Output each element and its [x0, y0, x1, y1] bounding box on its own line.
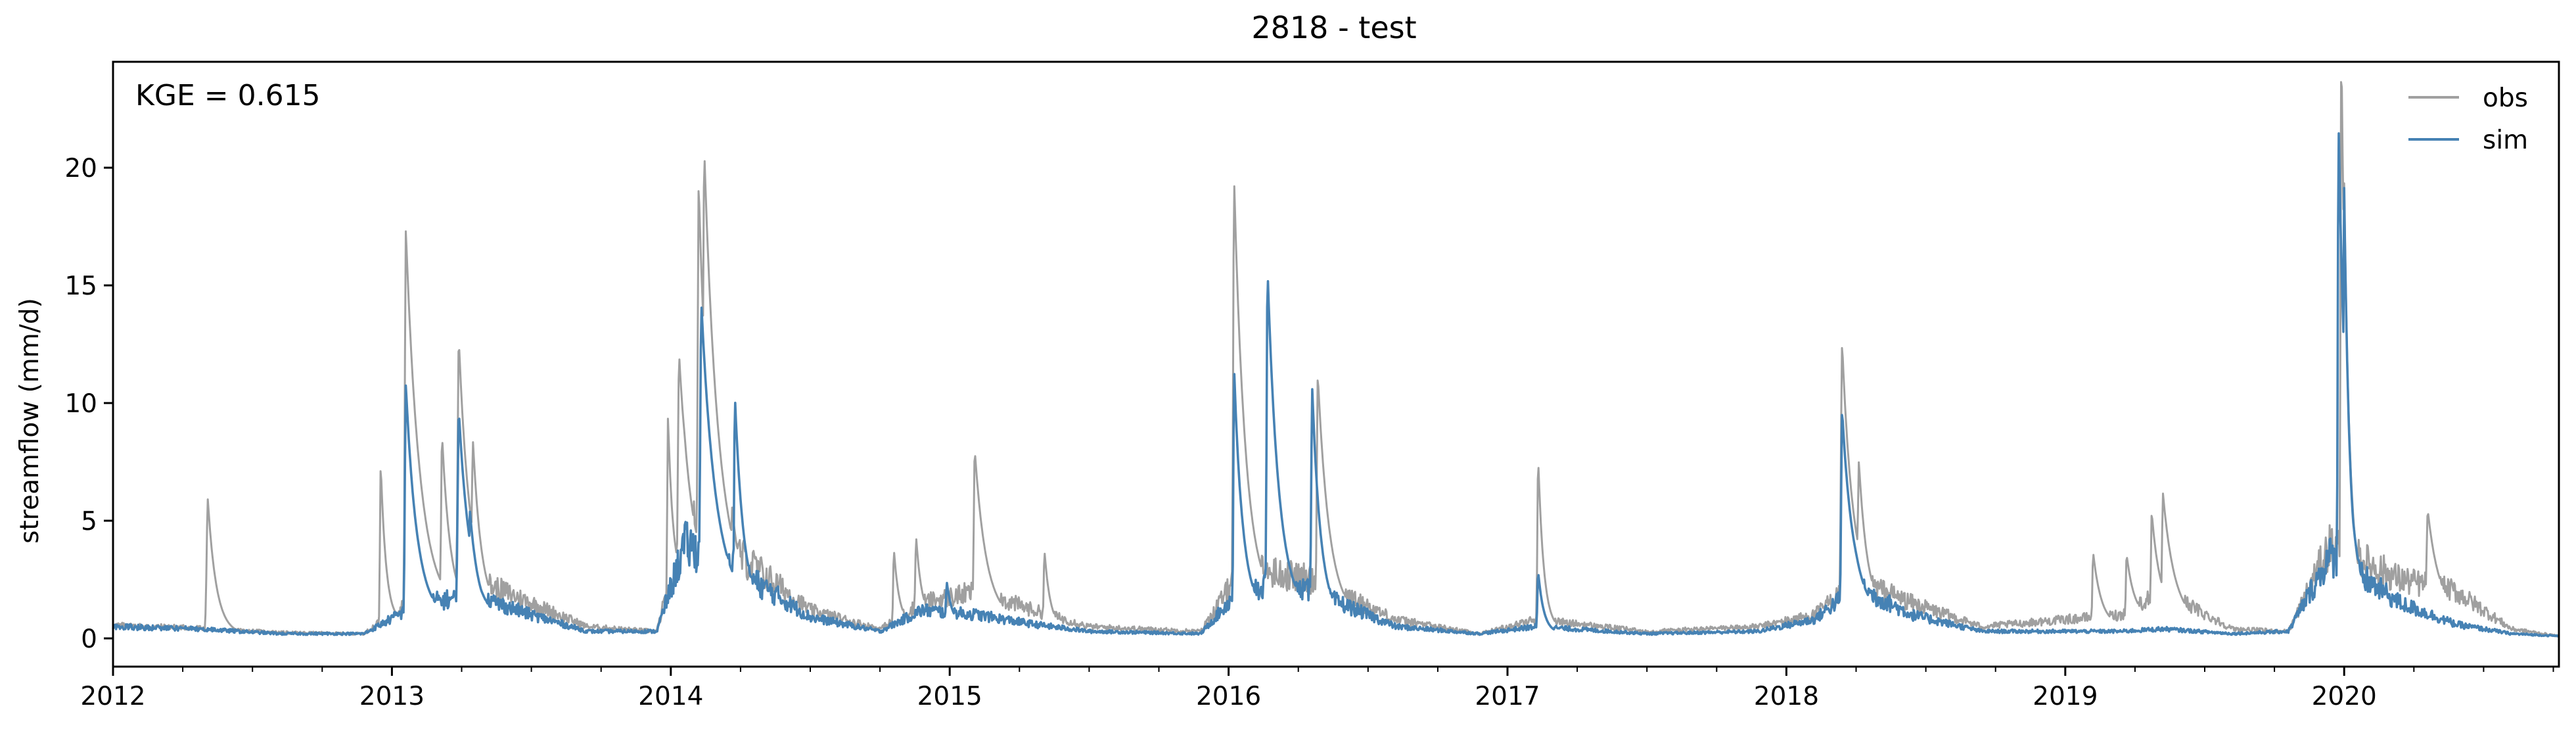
y-axis-label: streamflow (mm/d): [15, 298, 45, 544]
series-line-sim: [112, 132, 2560, 638]
legend-obs-label: obs: [2483, 83, 2528, 113]
series-line-obs: [112, 81, 2560, 638]
legend: obs sim: [2408, 83, 2528, 155]
x-tick-label: 2013: [359, 682, 425, 711]
x-tick-label: 2016: [1196, 682, 1261, 711]
y-tick-label: 5: [81, 507, 97, 536]
x-tick-label: 2014: [638, 682, 703, 711]
x-tick-label: 2015: [917, 682, 982, 711]
y-tick-label: 15: [64, 272, 97, 301]
x-tick-label: 2019: [2033, 682, 2098, 711]
plot-frame: [112, 60, 2560, 668]
x-tick-label: 2012: [80, 682, 145, 711]
kge-annotation: KGE = 0.615: [135, 79, 321, 112]
y-tick-label: 10: [64, 389, 97, 419]
plot-area: 0 5 10 15 20 2012 2013 2014 2015 2016 2017 2018 2019…: [64, 81, 2560, 711]
legend-sim-label: sim: [2483, 126, 2528, 155]
x-tick-label: 2020: [2312, 682, 2377, 711]
x-tick-label: 2018: [1754, 682, 1819, 711]
y-tick-label: 0: [81, 625, 97, 654]
chart-title: 2818 - test: [1251, 10, 1416, 45]
x-tick-label: 2017: [1475, 682, 1540, 711]
y-tick-label: 20: [64, 154, 97, 183]
